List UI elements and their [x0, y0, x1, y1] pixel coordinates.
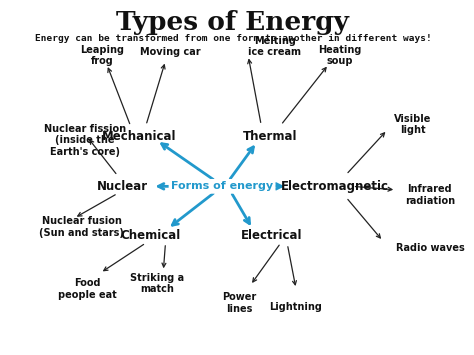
Text: Radio waves: Radio waves [396, 243, 465, 253]
Text: Chemical: Chemical [120, 229, 181, 242]
Text: Mechanical: Mechanical [102, 130, 177, 143]
Text: Thermal: Thermal [243, 130, 297, 143]
Text: Nuclear fusion
(Sun and stars): Nuclear fusion (Sun and stars) [39, 216, 124, 238]
Text: Melting
ice cream: Melting ice cream [248, 36, 301, 58]
Text: Electrical: Electrical [241, 229, 303, 242]
Text: Leaping
frog: Leaping frog [81, 45, 124, 66]
Text: Heating
soup: Heating soup [318, 45, 361, 66]
Text: Lightning: Lightning [270, 301, 322, 312]
Text: Striking a
match: Striking a match [130, 273, 184, 294]
Text: Energy can be transformed from one form to another in different ways!: Energy can be transformed from one form … [35, 34, 431, 43]
Text: Nuclear fission
(inside the
Earth's core): Nuclear fission (inside the Earth's core… [44, 124, 126, 157]
Text: Moving car: Moving car [139, 47, 200, 57]
Text: Nuclear: Nuclear [96, 180, 147, 193]
Text: Visible
light: Visible light [394, 114, 431, 135]
Text: Electromagnetic: Electromagnetic [281, 180, 389, 193]
Text: Power
lines: Power lines [222, 292, 256, 314]
Text: Types of Energy: Types of Energy [117, 10, 349, 34]
Text: Forms of energy: Forms of energy [171, 181, 273, 191]
Text: Infrared
radiation: Infrared radiation [405, 184, 455, 206]
Text: Food
people eat: Food people eat [58, 278, 117, 300]
